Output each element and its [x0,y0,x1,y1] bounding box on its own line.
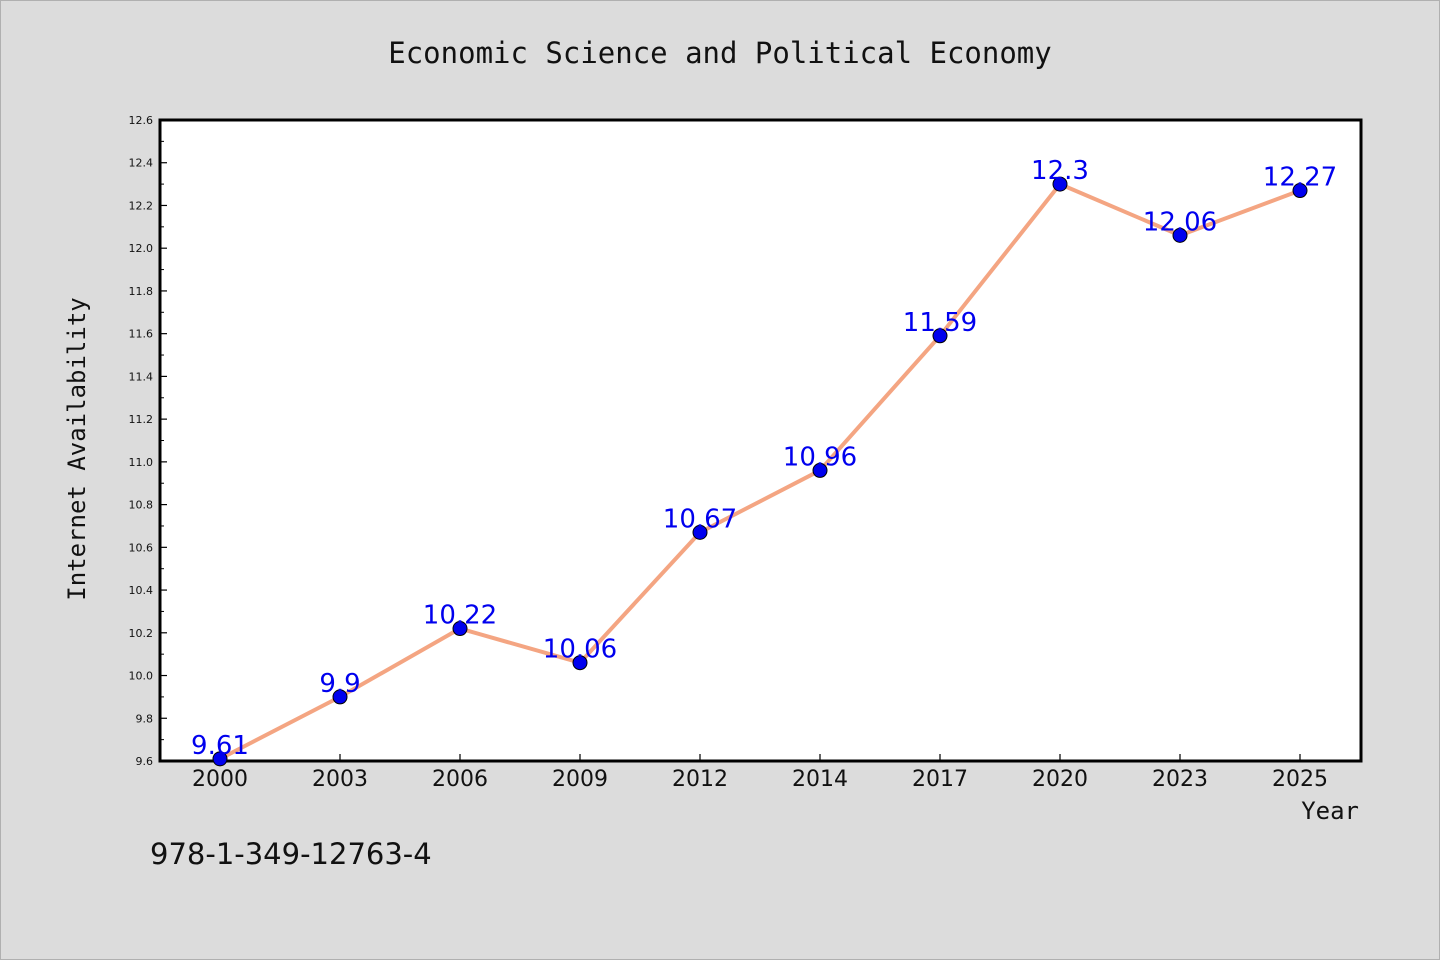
x-tick-label: 2003 [312,767,368,792]
data-label: 10.96 [783,442,857,472]
y-tick-label: 10.2 [129,627,154,640]
data-point [572,655,588,671]
data-point [932,328,948,344]
y-tick-label: 10.4 [129,584,154,597]
data-label: 10.67 [663,504,737,534]
data-point [812,462,828,478]
x-tick-label: 2012 [672,767,728,792]
chart-title: Economic Science and Political Economy [388,36,1051,70]
y-tick-label: 11.4 [129,370,154,383]
y-tick-label: 12.4 [129,157,154,170]
data-label: 12.06 [1143,207,1217,237]
x-tick-label: 2000 [192,767,248,792]
data-label: 10.22 [423,601,497,631]
y-tick-label: 11.8 [129,285,154,298]
y-tick-label: 11.2 [129,413,154,426]
x-tick-label: 2025 [1272,767,1328,792]
y-axis-label: Internet Availability [63,297,91,600]
data-label: 10.06 [543,635,617,665]
data-label: 9.9 [319,669,360,699]
x-axis: 2000 2003 2006 2009 2012 2014 2017 2020 2023 2025 [192,754,1328,792]
y-tick-label: 9.6 [136,755,154,768]
data-point [332,689,348,705]
data-point [1292,183,1308,199]
y-tick-label: 11.6 [129,328,154,341]
y-tick-label: 10.0 [129,670,154,683]
y-tick-label: 12.6 [129,114,154,127]
isbn-footnote: 978-1-349-12763-4 [150,837,432,871]
x-tick-label: 2017 [912,767,968,792]
y-tick-label: 9.8 [136,712,154,725]
data-label: 9.61 [191,731,249,761]
x-axis-label: Year [1301,797,1359,825]
data-labels: 9.61 9.9 10.22 10.06 10.67 10.96 11.59 12.3 12.0… [191,156,1337,761]
data-point [1052,176,1068,192]
data-point [692,524,708,540]
x-tick-label: 2006 [432,767,488,792]
data-point [452,621,468,637]
series-line [218,182,1302,761]
data-label: 11.59 [903,308,977,338]
y-tick-label: 10.8 [129,499,154,512]
x-tick-label: 2014 [792,767,848,792]
y-tick-label: 10.6 [129,541,154,554]
data-point [1172,227,1188,243]
series-1 [212,176,1308,767]
data-point [212,751,228,767]
data-label: 12.27 [1263,163,1337,193]
y-tick-label: 12.2 [129,199,154,212]
data-label: 12.3 [1031,156,1089,186]
x-tick-label: 2020 [1032,767,1088,792]
y-tick-label: 11.0 [129,456,154,469]
y-tick-label: 12.0 [129,242,154,255]
x-tick-label: 2009 [552,767,608,792]
y-axis: 9.6 9.8 10.0 10.2 10.4 10.6 10.8 11.0 11.2 11.4 11… [129,114,167,768]
x-tick-label: 2023 [1152,767,1208,792]
